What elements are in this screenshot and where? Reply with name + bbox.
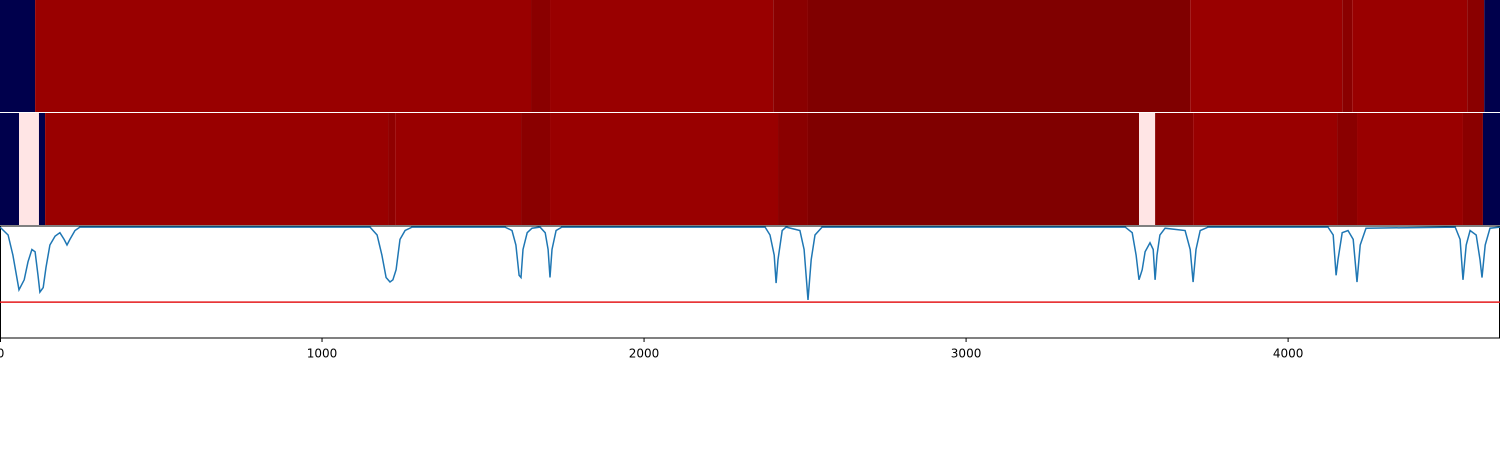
heat-cell <box>550 0 774 112</box>
line <box>0 226 1500 300</box>
heat-cell <box>38 113 46 225</box>
heat-cell <box>807 0 1191 112</box>
x-tick-label: 4000 <box>1273 347 1304 361</box>
heat-cell <box>1193 113 1338 225</box>
heat-cell <box>550 113 779 225</box>
heat-cell <box>18 113 39 225</box>
heat-cell <box>778 113 808 225</box>
heat-cell <box>773 0 808 112</box>
heat-cell <box>388 113 396 225</box>
heat-cell <box>35 0 532 112</box>
heat-cell <box>521 113 551 225</box>
heat-cell <box>1357 113 1463 225</box>
heat-cell <box>807 113 1140 225</box>
heat-cell <box>531 0 551 112</box>
heat-cell <box>1462 113 1483 225</box>
plot-frame <box>0 225 1500 339</box>
x-tick-label: 1000 <box>307 347 338 361</box>
heat-cell <box>1482 113 1500 225</box>
heat-cell <box>1342 0 1353 112</box>
x-tick-label: 3000 <box>951 347 982 361</box>
heat-cell <box>1352 0 1468 112</box>
heat-cell <box>1337 113 1358 225</box>
heat-cell <box>1155 113 1194 225</box>
heat-cell <box>1139 113 1156 225</box>
heat-cell <box>0 113 19 225</box>
heat-cell <box>1484 0 1500 112</box>
heat-cell <box>1190 0 1343 112</box>
x-tick-label: 0 <box>0 347 4 361</box>
heat-cell <box>1467 0 1485 112</box>
heat-cell <box>395 113 522 225</box>
heat-cell <box>0 0 36 112</box>
heat-cell <box>45 113 389 225</box>
x-tick-label: 2000 <box>629 347 660 361</box>
